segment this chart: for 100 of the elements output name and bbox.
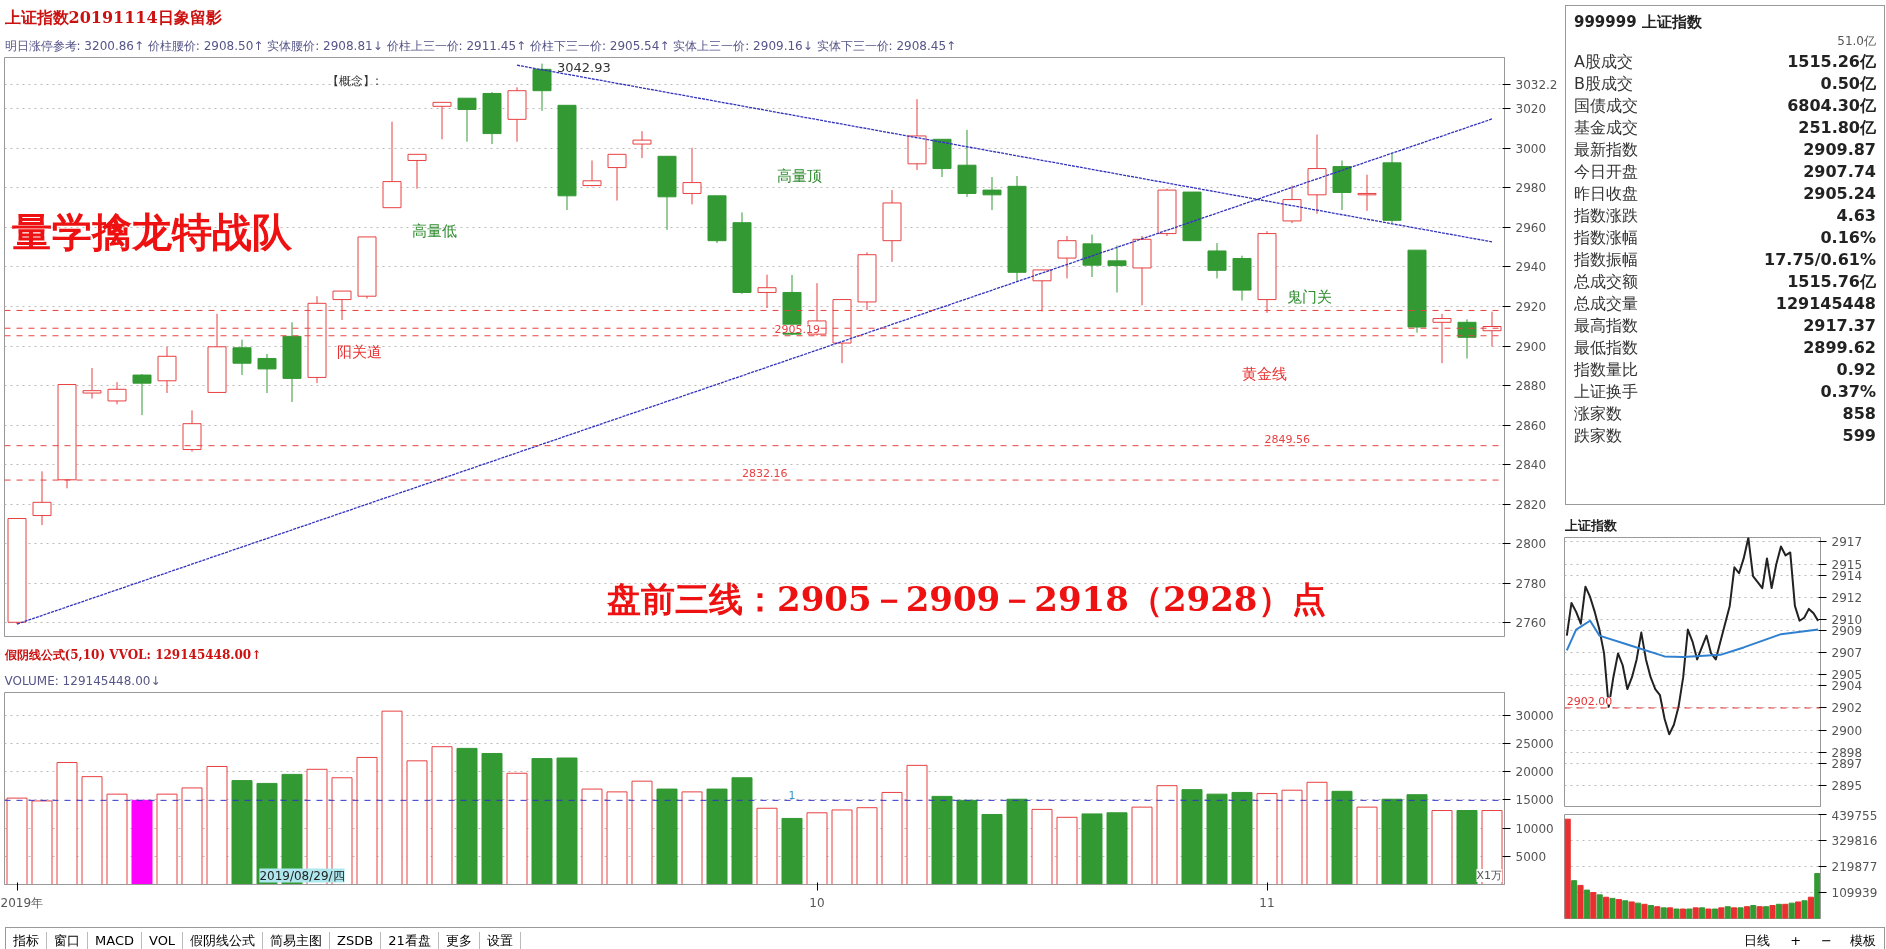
text: − — [1820, 931, 1833, 949]
text: MACD — [88, 931, 142, 949]
y-tick-label: 2980 — [1515, 181, 1547, 196]
bar — [531, 758, 553, 885]
candlestick — [432, 101, 452, 140]
bar — [381, 710, 403, 885]
category-label: 指数涨幅 — [1574, 226, 1638, 249]
annotation: 阳关道 — [337, 342, 382, 361]
bar — [581, 788, 603, 885]
bar — [1699, 907, 1706, 919]
bar — [806, 812, 828, 885]
annotation: X1万 — [1476, 869, 1503, 882]
chart-title: 上证指数 — [1563, 517, 1618, 533]
bar — [1769, 904, 1776, 919]
text: 简易主图 — [263, 931, 331, 949]
bar — [156, 793, 178, 885]
annotation: 量学擒龙特战队 — [12, 207, 293, 255]
annotation: 高量顶 — [777, 167, 822, 186]
y-tick-label: 3020 — [1515, 102, 1547, 117]
y-tick-label: 2800 — [1515, 537, 1547, 552]
y-tick-label: 10000 — [1515, 821, 1554, 836]
category-label: 总成交量 — [1574, 292, 1638, 315]
chart-title: 上证指数20191114日象留影 — [3, 7, 222, 27]
y-tick-label: 2820 — [1515, 497, 1547, 512]
x-tick-label: 10 — [809, 895, 825, 910]
bar — [331, 777, 353, 885]
bar — [431, 746, 453, 885]
bar — [1596, 894, 1603, 919]
text: 模板 — [1849, 931, 1877, 949]
text: 日线 — [1743, 931, 1772, 949]
y-tick-label: 2780 — [1515, 576, 1547, 591]
y-tick-label: 25000 — [1515, 736, 1554, 751]
category-label: 基金成交 — [1574, 116, 1638, 139]
y-tick-label: 2907 — [1831, 646, 1863, 661]
y-tick-label: 2895 — [1831, 778, 1863, 793]
bar — [1660, 907, 1667, 919]
bar — [931, 795, 953, 885]
bar — [881, 791, 903, 885]
candlestick — [1082, 234, 1102, 278]
bar — [1692, 907, 1699, 919]
bar — [106, 793, 128, 885]
bar — [131, 799, 153, 885]
bar — [231, 780, 253, 885]
y-tick-label: 2902 — [1831, 701, 1863, 716]
bar — [1231, 791, 1253, 885]
candlestick — [757, 274, 777, 309]
y-tick-label: 20000 — [1515, 765, 1554, 780]
bar — [1801, 900, 1808, 919]
candlestick — [1432, 313, 1452, 364]
category-label: 最新指数 — [1574, 138, 1638, 161]
candlestick — [632, 130, 652, 159]
y-tick-label: 2840 — [1515, 458, 1547, 473]
bar — [1654, 906, 1661, 919]
annotation: 【概念】: — [327, 74, 380, 89]
y-tick-label: 329816 — [1831, 834, 1878, 848]
bar — [1775, 903, 1782, 919]
candlestick — [1282, 185, 1302, 224]
annotation: 盘前三线：2905－2909－2918（2928）点 — [606, 578, 1326, 619]
text: 1515.76亿 — [1787, 271, 1876, 291]
candlestick — [407, 153, 427, 190]
category-label: 今日开盘 — [1574, 160, 1638, 183]
x-tick-label: 2019年 — [0, 895, 44, 910]
candlestick — [1207, 242, 1227, 279]
y-tick-label: 2917 — [1831, 535, 1863, 550]
category-label: 跌家数 — [1574, 424, 1622, 447]
bar — [1795, 901, 1802, 919]
bar — [406, 760, 428, 885]
text: 2905.24 — [1803, 183, 1876, 203]
bar — [1331, 790, 1353, 885]
y-tick-label: 109939 — [1831, 886, 1878, 900]
bar — [1056, 816, 1078, 885]
bar — [1456, 810, 1478, 885]
annotation: 1 — [788, 788, 796, 802]
text: 858 — [1842, 403, 1876, 423]
category-label: B股成交 — [1574, 72, 1633, 95]
bar — [1306, 781, 1328, 885]
bar — [1782, 903, 1789, 919]
bar — [1673, 908, 1680, 919]
bar — [1737, 907, 1744, 919]
bar — [706, 788, 728, 885]
bar — [1788, 902, 1795, 919]
y-tick-label: 2960 — [1515, 220, 1547, 235]
text: 999999 上证指数 — [1574, 12, 1703, 33]
bar — [1081, 813, 1103, 885]
text: 窗口 — [47, 931, 88, 949]
bar — [481, 752, 503, 885]
category-label: 国债成交 — [1574, 94, 1638, 117]
y-tick-label: 15000 — [1515, 793, 1554, 808]
bar — [6, 797, 28, 885]
chart-subtitle: VOLUME: 129145448.00↓ — [4, 673, 161, 688]
bar — [1281, 789, 1303, 885]
bar — [1031, 808, 1053, 885]
text: ZSDB — [330, 931, 382, 949]
text: 51.0亿 — [1836, 33, 1876, 51]
y-tick-label: 2900 — [1515, 339, 1547, 354]
line-series — [1565, 537, 1820, 736]
y-tick-label: 219877 — [1831, 860, 1878, 874]
candlestick — [532, 63, 552, 112]
bar — [56, 762, 78, 885]
bar — [1356, 806, 1378, 885]
